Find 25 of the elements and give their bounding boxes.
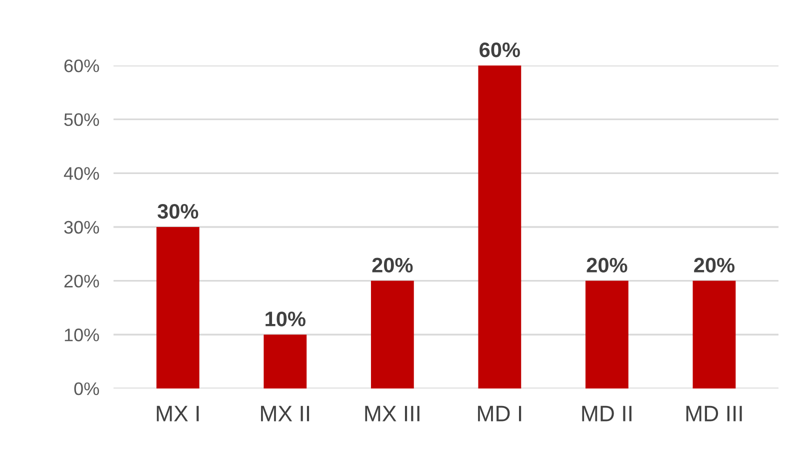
bar	[156, 226, 200, 388]
x-tick-label: MX I	[156, 406, 199, 422]
bar	[478, 66, 522, 388]
x-tick-label: MX III	[365, 406, 420, 422]
data-label: 30%	[158, 204, 198, 219]
x-tick-label: MD III	[686, 406, 742, 422]
y-tick-label: 30%	[64, 220, 100, 234]
data-label: 60%	[480, 42, 520, 58]
bar	[264, 334, 307, 388]
y-tick-label: 40%	[64, 167, 100, 180]
bar	[585, 280, 628, 388]
data-label: 20%	[586, 258, 628, 273]
y-tick-label: 20%	[64, 274, 100, 288]
data-label: 10%	[266, 312, 306, 326]
bar	[692, 280, 736, 388]
y-tick-label: 50%	[64, 113, 100, 126]
x-tick-label: MD I	[478, 406, 522, 422]
y-tick-label: 60%	[64, 59, 100, 72]
x-tick-label: MX II	[261, 406, 310, 422]
data-label: 20%	[694, 258, 735, 273]
y-tick-label: 10%	[64, 328, 100, 342]
x-tick-label: MD II	[582, 406, 632, 422]
data-label: 20%	[372, 258, 413, 273]
y-tick-label: 0%	[74, 382, 100, 396]
bar	[370, 280, 414, 388]
